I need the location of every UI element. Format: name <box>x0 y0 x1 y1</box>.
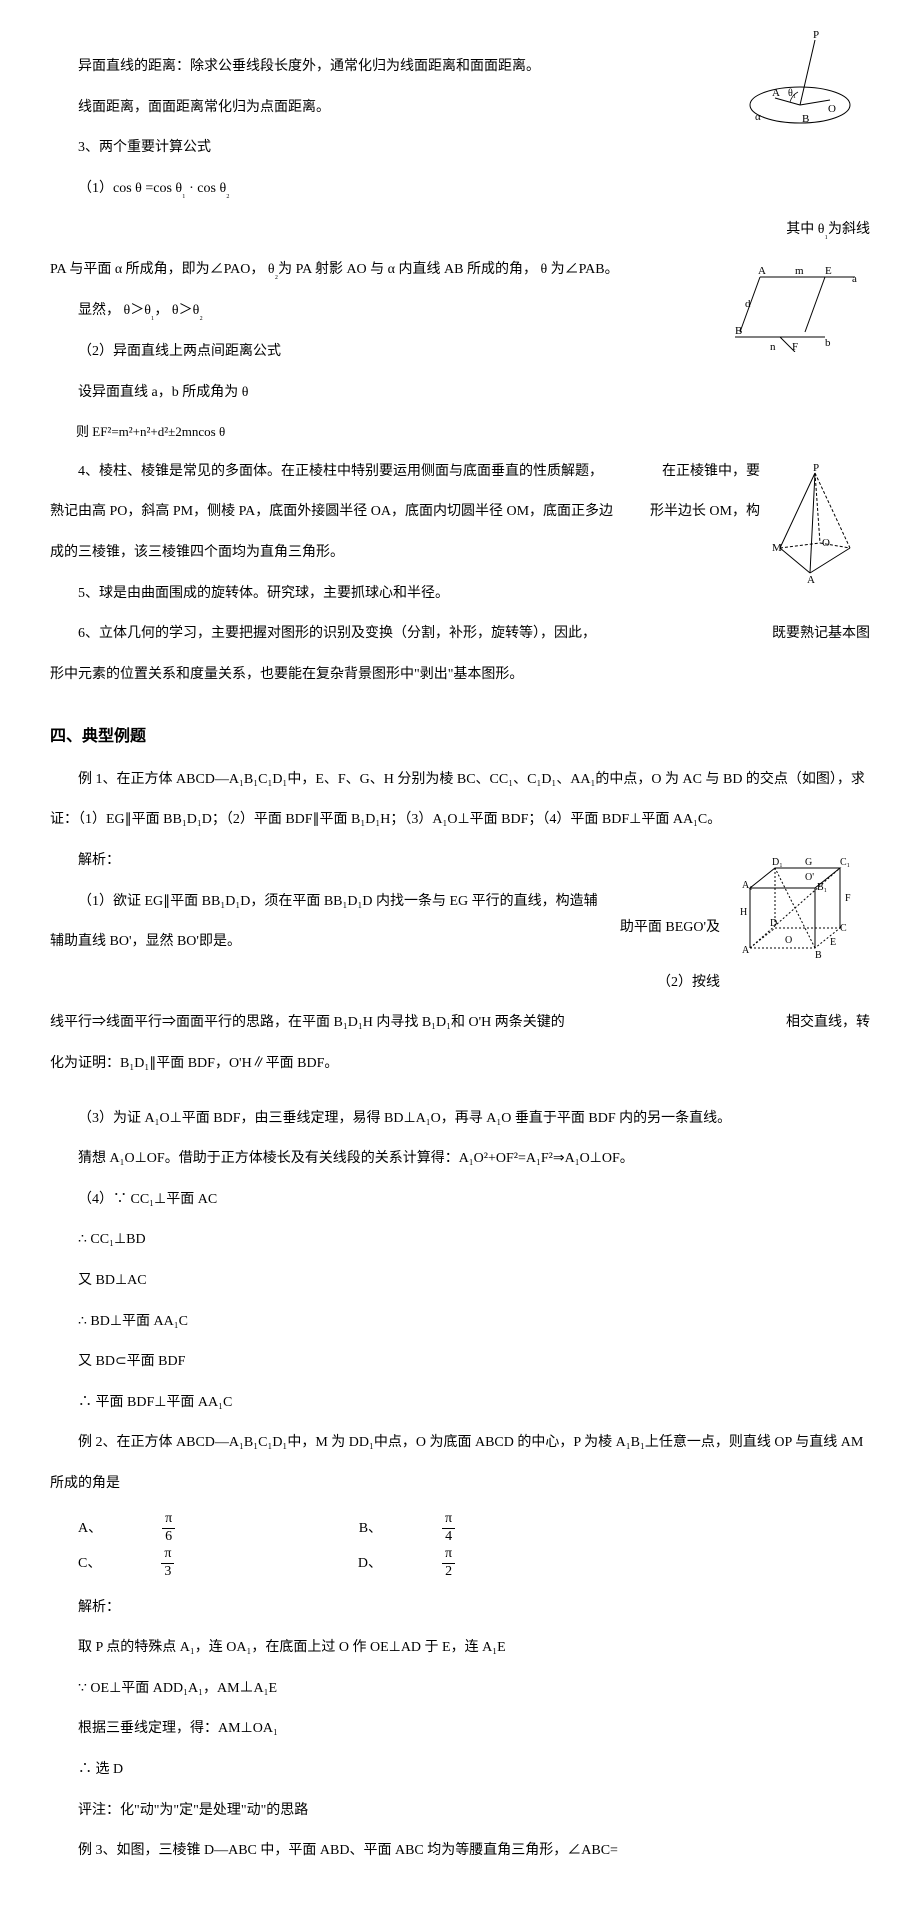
example2: 例 2、在正方体 ABCD—A₁B₁C₁D₁中，M 为 DD₁中点，O 为底面 … <box>50 1430 870 1457</box>
svg-text:F: F <box>845 893 851 904</box>
svg-text:G: G <box>805 857 812 868</box>
para-solid2: 形中元素的位置关系和度量关系，也要能在复杂背景图形中"剥出"基本图形。 <box>50 662 870 689</box>
example1: 例 1、在正方体 ABCD—A₁B₁C₁D₁中，E、F、G、H 分别为棱 BC、… <box>50 767 870 794</box>
sol-9: ∴ CC₁⊥BD <box>50 1227 870 1254</box>
sol-4: 线平行⇒线面平行⇒面面平行的思路，在平面 B₁D₁H 内寻找 B₁D₁和 O'H… <box>50 1010 870 1037</box>
sol-10: 又 BD⊥AC <box>50 1268 870 1295</box>
sol-3: （2）按线 <box>50 970 870 997</box>
section-title: 四、典型例题 <box>50 722 870 752</box>
svg-text:E: E <box>825 265 832 277</box>
svg-text:C: C <box>840 923 847 934</box>
para-sphere: 5、球是由曲面围成的旋转体。研究球，主要抓球心和半径。 <box>50 581 870 608</box>
diagram-pyramid: P M O A <box>770 463 860 583</box>
svg-text:A: A <box>742 945 750 956</box>
svg-text:F: F <box>792 341 798 352</box>
option-b: B、π4 <box>359 1511 575 1546</box>
t5: 评注：化"动"为"定"是处理"动"的思路 <box>50 1798 870 1825</box>
t1: 取 P 点的特殊点 A₁，连 OA₁，在底面上过 O 作 OE⊥AD 于 E，连… <box>50 1635 870 1662</box>
svg-text:B₁: B₁ <box>817 882 827 893</box>
option-c: C、π3 <box>78 1546 294 1581</box>
para-formulas: 3、两个重要计算公式 <box>50 135 870 162</box>
svg-text:α: α <box>755 111 761 123</box>
svg-text:P: P <box>813 463 819 474</box>
para-prism: 4、棱柱、棱锥是常见的多面体。在正棱柱中特别要运用侧面与底面垂直的性质解题，在正… <box>50 459 870 486</box>
option-a: A、π6 <box>78 1511 295 1546</box>
sol-13: ∴ 平面 BDF⊥平面 AA₁C <box>50 1390 870 1417</box>
example1b: 证：（1）EG∥平面 BB₁D₁D；（2）平面 BDF∥平面 B₁D₁H；（3）… <box>50 807 870 834</box>
svg-text:B: B <box>815 950 822 961</box>
formula-cos: （1）cos θ =cos θ₁ · cos θ₂ <box>50 176 870 203</box>
para-solid: 6、立体几何的学习，主要把握对图形的识别及变换（分割，补形，旋转等），因此，既要… <box>50 621 870 648</box>
svg-text:A: A <box>807 574 815 583</box>
diagram-cube: D₁ G C₁ A₁ B₁ O' F H D C A B O E <box>730 853 860 973</box>
para-prism2: 熟记由高 PO，斜高 PM，侧棱 PA，底面外接圆半径 OA，底面内切圆半径 O… <box>50 499 870 526</box>
formula-ef: 则 EF²=m²+n²+d²±2mncos θ <box>50 420 870 445</box>
sol-8: （4）∵ CC₁⊥平面 AC <box>50 1187 870 1214</box>
svg-text:A₁: A₁ <box>742 880 753 891</box>
sol-12: 又 BD⊂平面 BDF <box>50 1349 870 1376</box>
svg-text:E: E <box>830 937 836 948</box>
diagram-oblique-line: P A O B α θ₁ <box>740 30 860 130</box>
para-set-angle: 设异面直线 a，b 所成角为 θ <box>50 380 870 407</box>
svg-text:O: O <box>828 103 836 115</box>
svg-text:A: A <box>758 265 766 277</box>
svg-text:B: B <box>735 325 742 337</box>
t3: 根据三垂线定理，得：AM⊥OA₁ <box>50 1716 870 1743</box>
svg-text:m: m <box>795 265 804 277</box>
svg-text:B: B <box>802 113 809 125</box>
sol-7: 猜想 A₁O⊥OF。借助于正方体棱长及有关线段的关系计算得：A₁O²+OF²=A… <box>50 1146 870 1173</box>
svg-text:D₁: D₁ <box>772 857 783 868</box>
option-d: D、π2 <box>358 1546 575 1581</box>
options: A、π6 B、π4 C、π3 D、π2 <box>78 1511 870 1580</box>
example2b: 所成的角是 <box>50 1471 870 1498</box>
svg-text:n: n <box>770 341 776 352</box>
diagram-skew-lines: A m E a d B n F b <box>730 262 860 352</box>
svg-text:C₁: C₁ <box>840 857 850 868</box>
svg-text:a: a <box>852 273 857 285</box>
svg-text:O: O <box>822 537 830 549</box>
svg-text:D: D <box>770 918 777 929</box>
svg-text:A: A <box>772 87 780 99</box>
example3: 例 3、如图，三棱锥 D—ABC 中，平面 ABD、平面 ABC 均为等腰直角三… <box>50 1838 870 1865</box>
sol-11: ∴ BD⊥平面 AA₁C <box>50 1309 870 1336</box>
para-prism3: 成的三棱锥，该三棱锥四个面均为直角三角形。 <box>50 540 870 567</box>
svg-text:P: P <box>813 30 819 41</box>
t4: ∴ 选 D <box>50 1757 870 1784</box>
sol-6: （3）为证 A₁O⊥平面 BDF，由三垂线定理，易得 BD⊥A₁O，再寻 A₁O… <box>50 1106 870 1133</box>
svg-text:d: d <box>745 298 751 310</box>
sol-5: 化为证明：B₁D₁∥平面 BDF，O'H∥平面 BDF。 <box>50 1051 870 1078</box>
t2: ∵ OE⊥平面 ADD₁A₁，AM⊥A₁E <box>50 1676 870 1703</box>
theta-note: 其中 θ₁为斜线 <box>50 217 870 244</box>
svg-text:O: O <box>785 935 792 946</box>
svg-text:b: b <box>825 337 831 349</box>
svg-text:O': O' <box>805 872 814 883</box>
svg-text:M: M <box>772 542 782 554</box>
svg-text:H: H <box>740 907 747 918</box>
solution2: 解析： <box>50 1595 870 1622</box>
